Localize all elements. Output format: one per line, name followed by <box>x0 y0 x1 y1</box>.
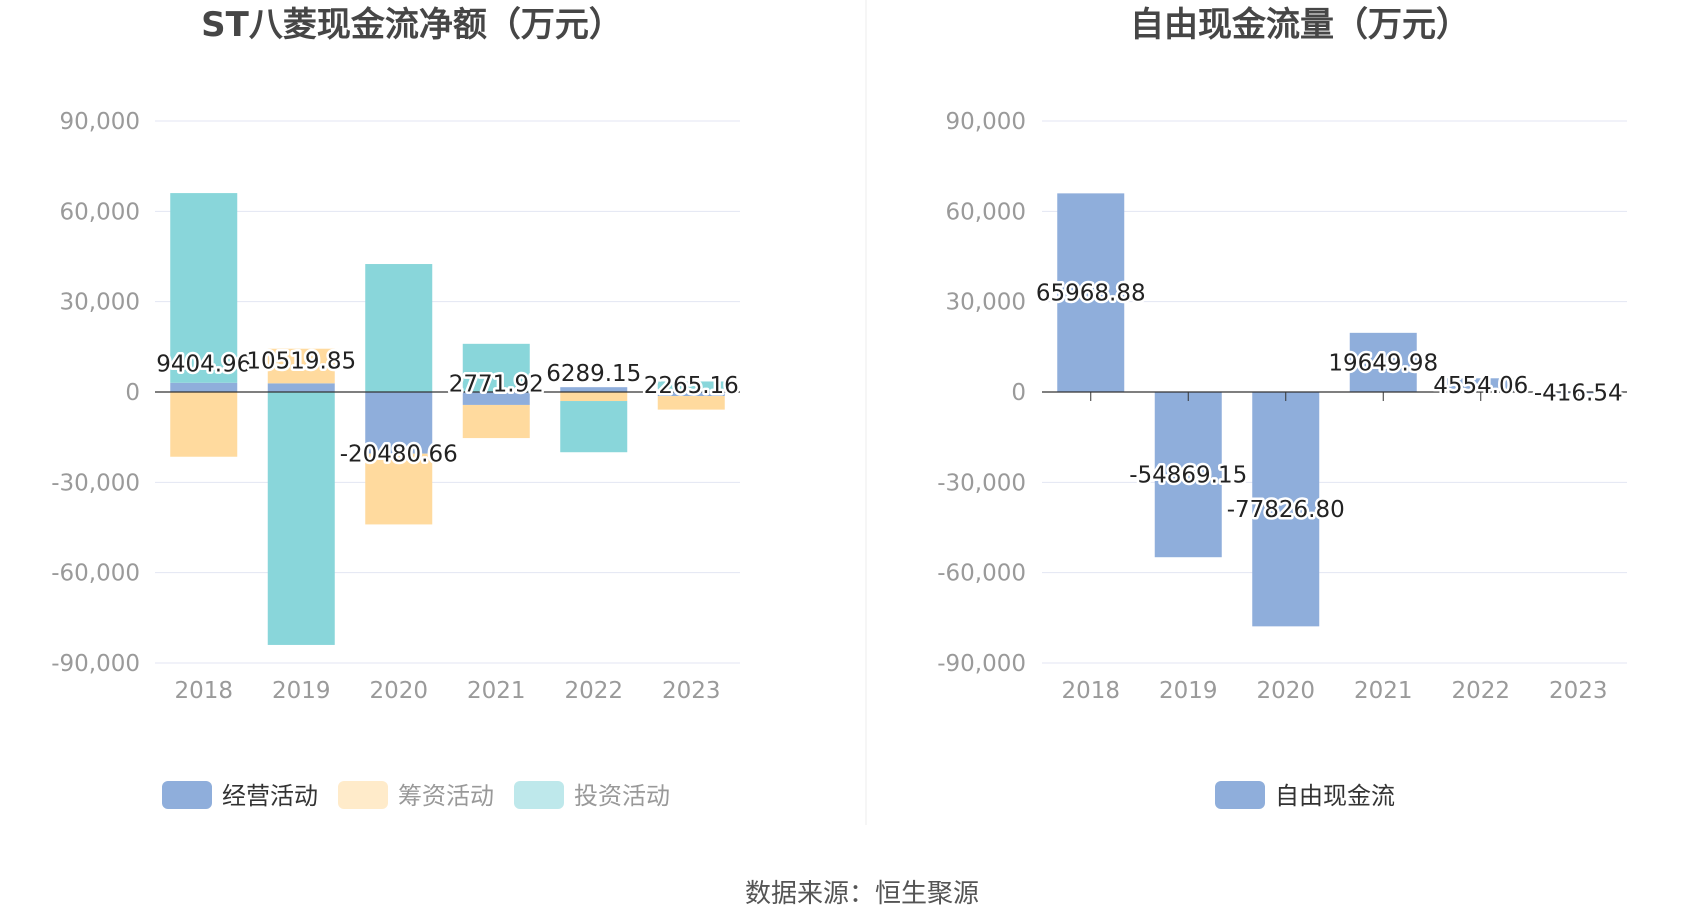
bar-fcf <box>1057 193 1125 392</box>
data-label: 4554.06 <box>1433 373 1528 399</box>
bar-fcf <box>1349 332 1417 392</box>
x-tick-label: 2018 <box>174 678 233 704</box>
bar-financing <box>365 453 433 525</box>
data-label: -20480.66 <box>340 442 458 468</box>
bar-fcf <box>1252 392 1320 627</box>
x-tick-label: 2023 <box>1549 678 1608 704</box>
y-tick-label: 30,000 <box>60 290 140 316</box>
x-tick-label: 2022 <box>564 678 623 704</box>
y-tick-label: -30,000 <box>937 470 1026 496</box>
data-label: 2265.16 <box>644 373 739 399</box>
y-tick-label: -30,000 <box>51 470 140 496</box>
legend-label: 筹资活动 <box>398 782 494 810</box>
y-tick-label: -60,000 <box>937 561 1026 587</box>
x-tick-label: 2021 <box>1354 678 1413 704</box>
x-tick-label: 2022 <box>1451 678 1510 704</box>
bar-operating <box>170 382 238 392</box>
y-tick-label: -60,000 <box>51 561 140 587</box>
legend-label: 投资活动 <box>574 782 670 810</box>
data-label: -54869.15 <box>1129 463 1247 489</box>
y-tick-label: 60,000 <box>946 199 1026 225</box>
data-label: 65968.88 <box>1036 281 1146 307</box>
source-label: 数据来源：恒生聚源 <box>745 879 979 909</box>
x-tick-label: 2019 <box>272 678 331 704</box>
legend-swatch <box>162 781 212 809</box>
data-label: 6289.15 <box>546 361 641 387</box>
bar-financing <box>267 348 335 384</box>
bar-financing <box>657 396 725 410</box>
bar-operating <box>365 392 433 454</box>
bar-fcf <box>1154 392 1222 558</box>
bar-operating <box>267 383 335 392</box>
data-label: 9404.96 <box>156 352 251 378</box>
y-tick-label: -90,000 <box>51 651 140 677</box>
x-tick-label: 2021 <box>467 678 526 704</box>
x-tick-label: 2023 <box>662 678 721 704</box>
data-label: 19649.98 <box>1328 350 1438 376</box>
bar-fcf <box>1447 378 1515 392</box>
x-tick-label: 2018 <box>1061 678 1120 704</box>
bar-financing <box>462 404 530 439</box>
legend-swatch <box>1215 781 1265 809</box>
legend-swatch <box>514 781 564 809</box>
bar-investing <box>267 392 335 645</box>
bar-investing <box>560 401 628 453</box>
legend-label: 经营活动 <box>222 782 318 810</box>
bar-financing <box>560 392 628 402</box>
chart-title: ST八菱现金流净额（万元） <box>201 5 623 45</box>
y-tick-label: 60,000 <box>60 199 140 225</box>
bar-investing <box>170 193 238 383</box>
data-label: 10519.85 <box>246 348 356 374</box>
legend-swatch <box>338 781 388 809</box>
legend-label: 自由现金流 <box>1275 782 1395 810</box>
y-tick-label: 0 <box>1011 380 1026 406</box>
x-tick-label: 2019 <box>1159 678 1218 704</box>
bar-operating <box>462 392 530 405</box>
y-tick-label: 30,000 <box>946 290 1026 316</box>
bar-financing <box>170 392 238 457</box>
chart-title: 自由现金流量（万元） <box>1130 5 1470 45</box>
data-label: 2771.92 <box>449 372 544 398</box>
bar-operating <box>657 392 725 397</box>
bar-investing <box>365 264 433 392</box>
y-tick-label: 90,000 <box>60 109 140 135</box>
y-tick-label: 90,000 <box>946 109 1026 135</box>
y-tick-label: -90,000 <box>937 651 1026 677</box>
data-label: -416.54 <box>1534 381 1623 407</box>
data-label: -77826.80 <box>1227 497 1345 523</box>
y-tick-label: 0 <box>125 380 140 406</box>
x-tick-label: 2020 <box>369 678 428 704</box>
bar-investing <box>657 381 725 392</box>
x-tick-label: 2020 <box>1256 678 1315 704</box>
bar-investing <box>462 343 530 392</box>
bar-operating <box>560 387 628 392</box>
